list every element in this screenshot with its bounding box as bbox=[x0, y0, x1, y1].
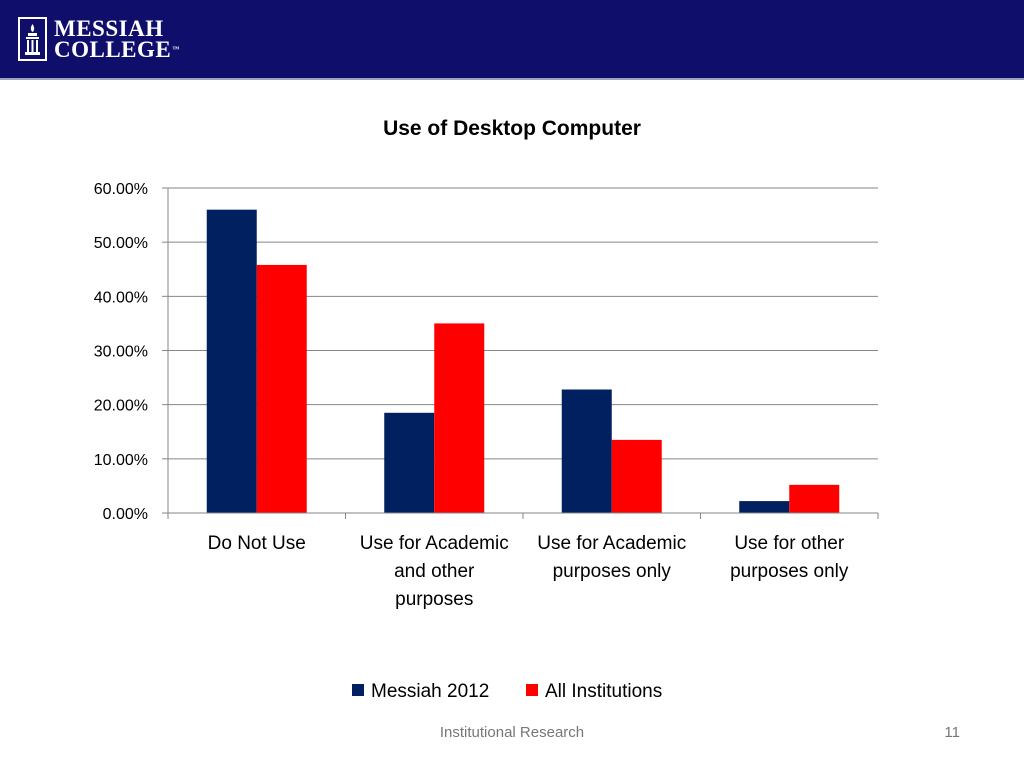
y-tick-label: 20.00% bbox=[94, 398, 148, 415]
bar bbox=[256, 264, 307, 513]
page-number: 11 bbox=[944, 724, 960, 741]
footer-label: Institutional Research bbox=[439, 724, 585, 741]
bar bbox=[206, 209, 257, 513]
bar bbox=[739, 501, 790, 513]
bar bbox=[611, 439, 662, 513]
x-tick-label: Use for Academic bbox=[537, 533, 686, 554]
x-tick-label: Do Not Use bbox=[208, 533, 306, 554]
logo-line-1: MESSIAH bbox=[54, 16, 164, 41]
legend-label: Messiah 2012 bbox=[371, 681, 489, 702]
header-bar: MESSIAH COLLEGE™ bbox=[0, 0, 1024, 80]
y-tick-label: 0.00% bbox=[103, 506, 148, 523]
x-tick-label: Use for Academic bbox=[360, 533, 509, 554]
x-tick-label: purposes only bbox=[553, 561, 672, 582]
messiah-college-logo: MESSIAH COLLEGE™ bbox=[18, 17, 180, 61]
legend-swatch bbox=[526, 684, 538, 696]
y-tick-label: 40.00% bbox=[94, 289, 148, 306]
x-tick-label: purposes only bbox=[730, 561, 849, 582]
bar bbox=[384, 412, 435, 513]
y-tick-label: 30.00% bbox=[94, 344, 148, 361]
bar bbox=[434, 323, 485, 513]
logo-line-2-text: COLLEGE bbox=[54, 37, 172, 62]
chart-title: Use of Desktop Computer bbox=[383, 117, 641, 140]
logo-line-2: COLLEGE™ bbox=[54, 37, 180, 62]
x-tick-label: Use for other bbox=[734, 533, 844, 554]
bar bbox=[561, 389, 612, 513]
y-tick-label: 60.00% bbox=[94, 181, 148, 198]
trademark-symbol: ™ bbox=[172, 45, 180, 53]
bar bbox=[789, 484, 840, 513]
x-tick-label: and other bbox=[394, 561, 475, 582]
logo-wordmark: MESSIAH COLLEGE™ bbox=[54, 16, 180, 62]
y-tick-label: 10.00% bbox=[94, 452, 148, 469]
legend-swatch bbox=[352, 684, 364, 696]
lamp-emblem-icon bbox=[18, 17, 47, 61]
legend-label: All Institutions bbox=[545, 681, 662, 702]
y-tick-label: 50.00% bbox=[94, 235, 148, 252]
x-tick-label: purposes bbox=[395, 589, 473, 610]
